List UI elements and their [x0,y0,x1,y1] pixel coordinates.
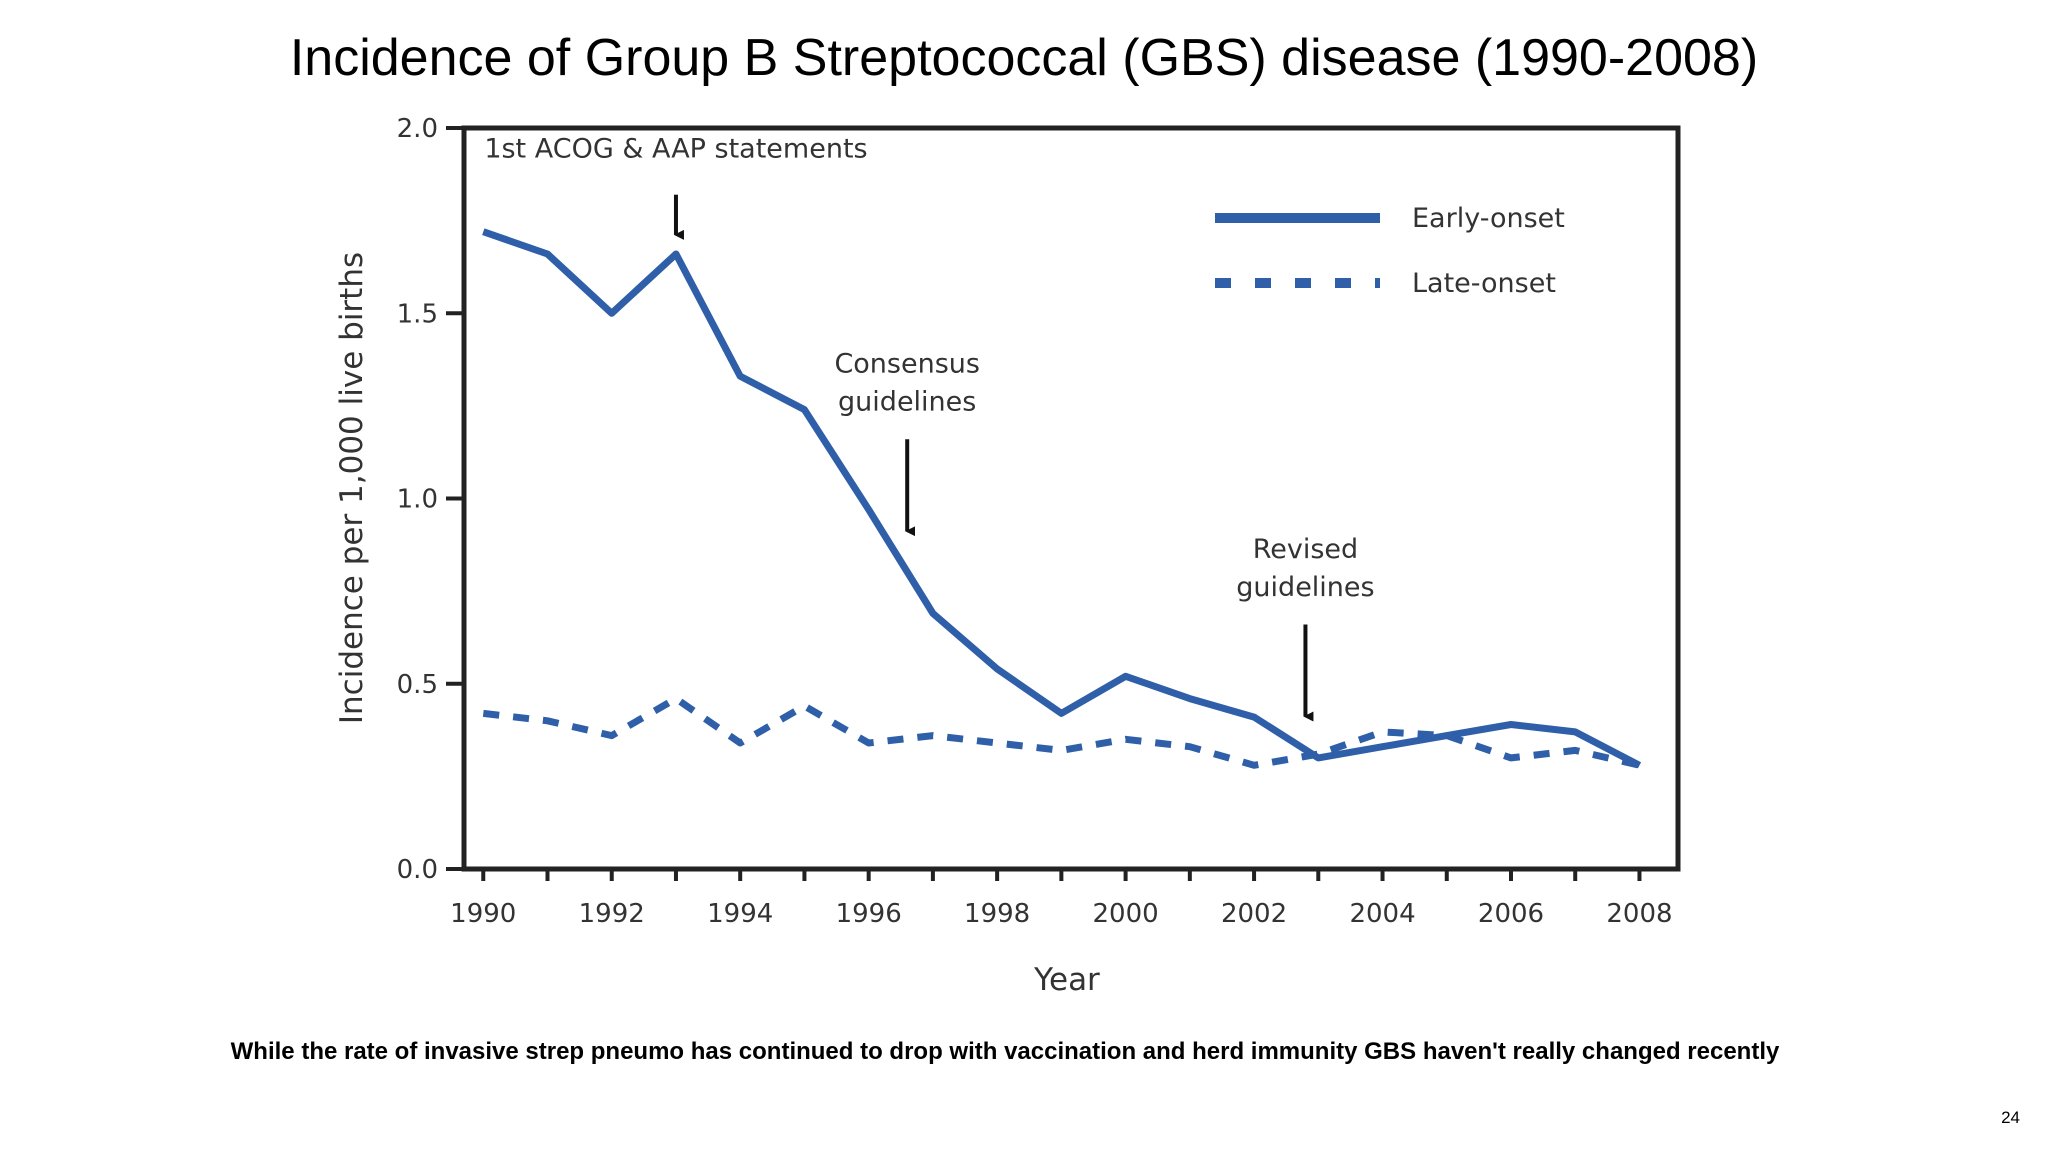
x-tick-label: 2004 [1349,899,1415,929]
annotation-label: 1st ACOG & AAP statements [484,134,867,165]
x-axis-label: Year [1033,962,1100,998]
series-line-early-onset [482,228,1642,769]
plot-frame [461,125,1681,872]
annotation-label: guidelines [1236,572,1374,603]
x-tick-label: 2000 [1093,899,1159,929]
y-tick-label: 2.0 [397,114,438,144]
annotation-label: Consensus [834,349,980,380]
page-number: 24 [2001,1108,2020,1127]
x-tick-label: 1992 [579,899,645,929]
annotation-label: guidelines [838,387,976,418]
y-tick-label: 1.0 [397,485,438,515]
x-tick-label: 1996 [836,899,902,929]
x-tick-label: 1990 [450,899,516,929]
y-axis-label: Incidence per 1,000 live births [334,252,370,724]
y-tick-label: 0.5 [397,670,438,700]
x-tick-label: 2002 [1221,899,1287,929]
legend-label: Late-onset [1412,268,1556,299]
y-tick-label: 1.5 [397,299,438,329]
slide-title: Incidence of Group B Streptococcal (GBS)… [289,29,1759,87]
legend-label: Early-onset [1412,203,1565,234]
x-tick-label: 2008 [1606,899,1672,929]
x-tick-label: 1994 [707,899,773,929]
annotation-label: Revised [1253,534,1358,565]
slide-caption: While the rate of invasive strep pneumo … [230,1038,1780,1065]
y-tick-label: 0.0 [397,855,438,885]
x-tick-label: 1998 [964,899,1030,929]
x-tick-label: 2006 [1478,899,1544,929]
